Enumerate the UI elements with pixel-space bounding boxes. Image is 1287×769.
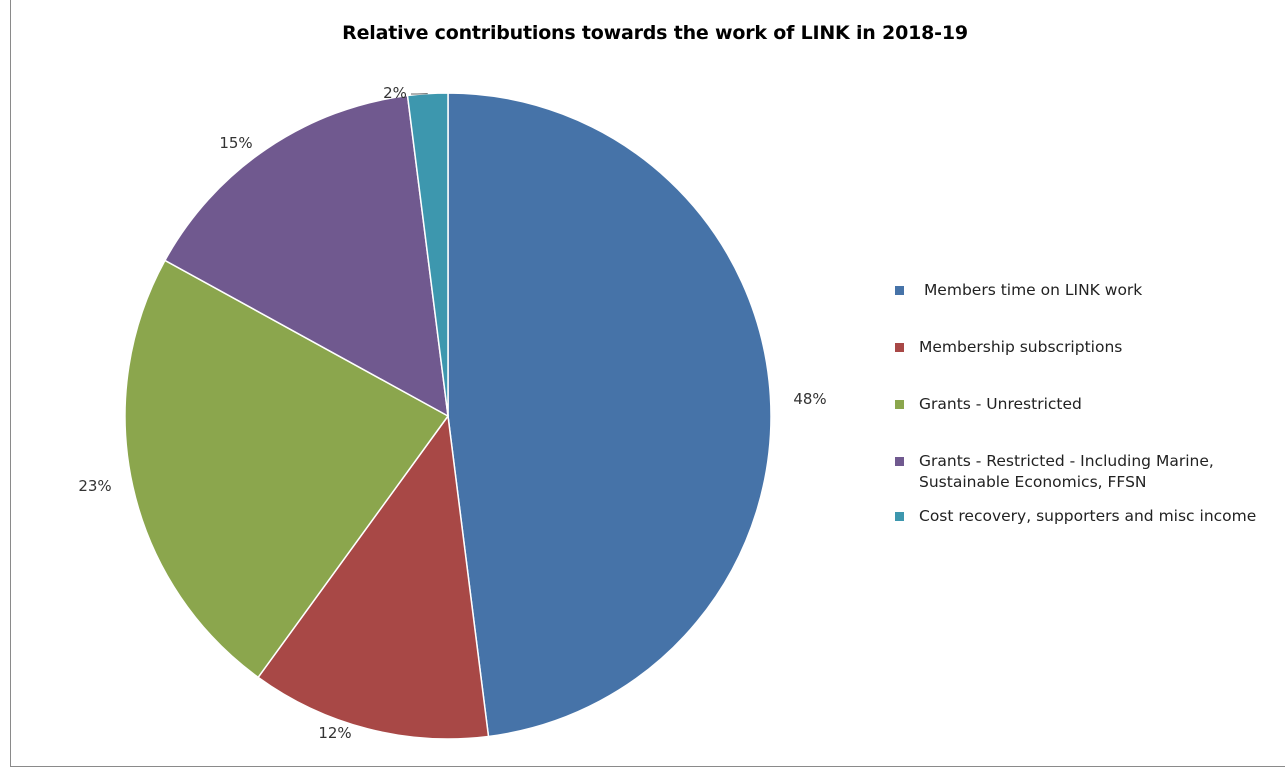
legend-swatch bbox=[895, 286, 904, 295]
pie-slice-3 bbox=[163, 94, 449, 418]
legend-swatch bbox=[895, 457, 904, 466]
legend-label: Cost recovery, supporters and misc incom… bbox=[919, 507, 1257, 525]
data-label-1: 12% bbox=[318, 724, 351, 742]
legend-label: Membership subscriptions bbox=[919, 338, 1123, 356]
pie-slice-0 bbox=[447, 92, 772, 738]
data-label-4: 2% bbox=[383, 84, 407, 102]
data-label-0: 48% bbox=[793, 390, 826, 408]
legend-swatch bbox=[895, 400, 904, 409]
legend-label: Grants - Unrestricted bbox=[919, 395, 1082, 413]
legend-swatch bbox=[895, 512, 904, 521]
chart-frame bbox=[10, 0, 1285, 767]
legend-label: Grants - Restricted - Including Marine, … bbox=[919, 452, 1214, 491]
chart-title: Relative contributions towards the work … bbox=[342, 22, 968, 44]
data-label-3: 15% bbox=[219, 134, 252, 152]
legend-swatch bbox=[895, 343, 904, 352]
pie-slice-1 bbox=[257, 414, 490, 740]
data-label-2: 23% bbox=[78, 477, 111, 495]
legend-label: Members time on LINK work bbox=[919, 281, 1143, 299]
pie-slice-2 bbox=[124, 259, 450, 679]
